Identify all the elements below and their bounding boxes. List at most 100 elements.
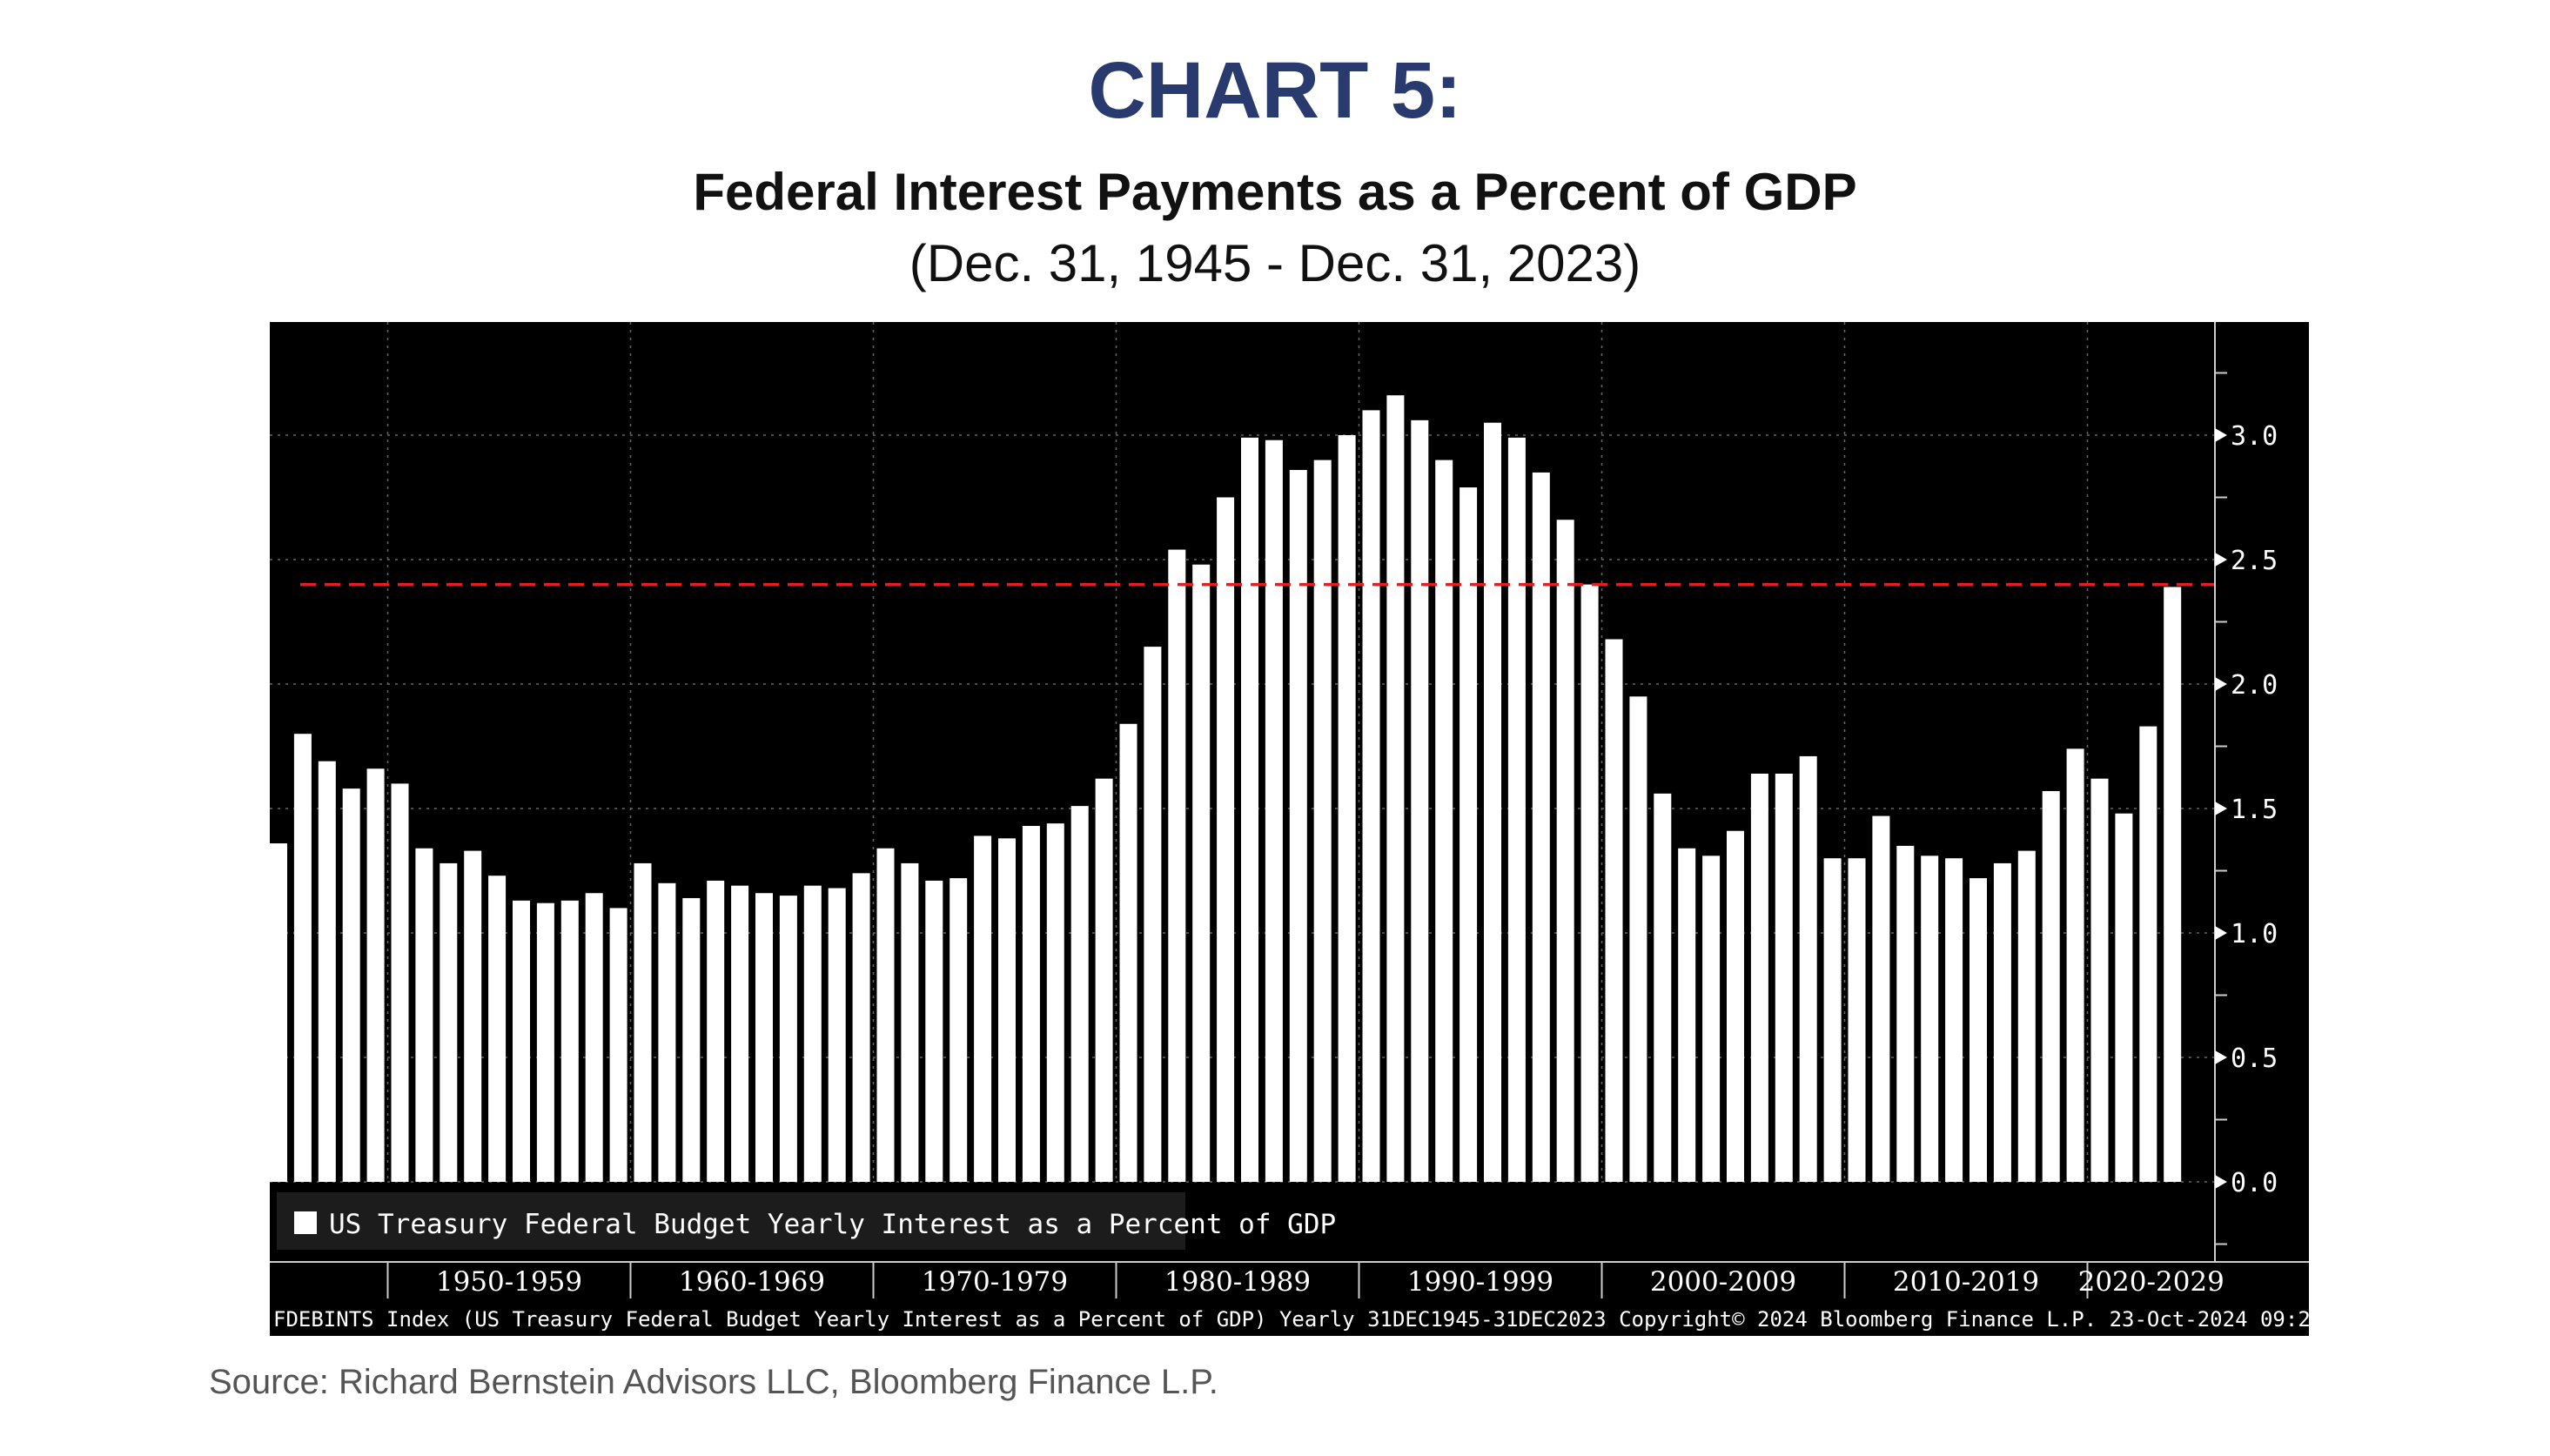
legend-label: US Treasury Federal Budget Yearly Intere… [329, 1209, 1336, 1240]
x-tick-label: 1960-1969 [679, 1266, 825, 1298]
chart-footer: FDEBINTS Index (US Treasury Federal Budg… [273, 1307, 2361, 1332]
bar-1952 [440, 862, 458, 1182]
bar-1997 [1532, 472, 1550, 1182]
bars [270, 395, 2182, 1183]
bar-2013 [1921, 855, 1939, 1182]
bar-2018 [2042, 790, 2060, 1182]
bar-1948 [342, 788, 360, 1182]
y-tick-label: 3.0 [2231, 421, 2278, 452]
bar-1982 [1168, 549, 1186, 1182]
x-tick-label: 1980-1989 [1164, 1266, 1311, 1298]
bar-1993 [1435, 460, 1453, 1182]
y-tick-marker [2215, 1050, 2227, 1064]
bar-2010 [1848, 858, 1866, 1182]
bar-2003 [1678, 848, 1696, 1182]
bar-1989 [1338, 435, 1356, 1182]
bar-2022 [2139, 726, 2157, 1182]
bar-2000 [1605, 639, 1623, 1182]
bar-2008 [1799, 755, 1817, 1182]
bar-2001 [1629, 696, 1647, 1182]
legend: US Treasury Federal Budget Yearly Intere… [277, 1192, 1336, 1250]
bar-2009 [1823, 858, 1842, 1182]
bar-1976 [1022, 826, 1040, 1182]
bar-1991 [1386, 395, 1405, 1182]
bar-2006 [1750, 773, 1768, 1182]
bar-2023 [2164, 587, 2182, 1182]
bar-1990 [1362, 410, 1380, 1182]
legend-box [277, 1192, 1185, 1250]
bar-1945 [270, 843, 287, 1182]
bar-1994 [1460, 487, 1478, 1182]
bar-2020 [2090, 778, 2109, 1182]
bar-1955 [513, 900, 530, 1182]
bar-2016 [1993, 862, 2011, 1182]
bar-1972 [925, 880, 943, 1182]
y-tick-marker [2215, 1175, 2227, 1189]
bar-1959 [609, 908, 627, 1182]
y-tick-marker [2215, 926, 2227, 940]
bar-1962 [682, 897, 701, 1182]
bar-1961 [658, 882, 676, 1182]
x-tick-label: 1950-1959 [436, 1266, 582, 1298]
source-note: Source: Richard Bernstein Advisors LLC, … [209, 1363, 1218, 1401]
bar-1954 [488, 876, 507, 1182]
bar-1971 [901, 862, 919, 1182]
bar-1963 [707, 880, 725, 1182]
bar-1973 [950, 878, 968, 1182]
bar-1996 [1507, 437, 1526, 1182]
y-tick-marker [2215, 677, 2227, 691]
bar-1985 [1241, 437, 1258, 1182]
bar-1953 [464, 850, 482, 1182]
bar-2004 [1702, 855, 1721, 1182]
y-tick-label: 1.0 [2231, 919, 2278, 949]
x-tick-label: 1970-1979 [922, 1266, 1068, 1298]
bar-1966 [779, 896, 797, 1182]
y-tick-marker [2215, 553, 2227, 567]
bar-1981 [1144, 647, 1162, 1182]
y-tick-label: 2.5 [2231, 546, 2278, 576]
bar-1998 [1556, 520, 1574, 1182]
bar-1974 [974, 835, 992, 1182]
bar-1970 [876, 848, 895, 1182]
bar-2017 [2017, 850, 2036, 1182]
bar-2015 [1970, 878, 1987, 1182]
bar-1987 [1289, 470, 1307, 1182]
y-tick-marker [2215, 428, 2227, 442]
legend-swatch [294, 1211, 317, 1234]
y-axis: 0.0 0.5 1.0 1.5 2.0 2.5 3.0 [2214, 322, 2278, 1262]
bar-1967 [803, 885, 822, 1182]
bar-1977 [1046, 823, 1064, 1182]
bar-2005 [1727, 830, 1744, 1182]
y-tick-label: 0.5 [2231, 1043, 2278, 1074]
bar-1957 [560, 900, 579, 1182]
y-tick-label: 1.5 [2231, 795, 2278, 825]
bar-1964 [731, 885, 749, 1182]
x-axis: 1950-1959 1960-1969 1970-1979 1980-1989 1990… [270, 1261, 2309, 1298]
bar-1999 [1580, 584, 1599, 1182]
bar-1992 [1411, 419, 1429, 1183]
bar-2002 [1654, 793, 1672, 1182]
bar-1983 [1192, 564, 1211, 1182]
chart-background [270, 322, 2309, 1336]
bar-1995 [1484, 422, 1501, 1182]
bar-1946 [293, 734, 312, 1182]
bar-2007 [1775, 773, 1793, 1182]
bar-1969 [852, 873, 870, 1182]
bar-2014 [1945, 858, 1963, 1182]
bar-1958 [585, 893, 603, 1182]
bar-1960 [634, 862, 652, 1182]
bar-1988 [1313, 460, 1332, 1182]
bar-1975 [998, 838, 1016, 1182]
chart-subtitle: (Dec. 31, 1945 - Dec. 31, 2023) [909, 234, 1641, 292]
bar-1949 [366, 768, 385, 1182]
bar-2019 [2066, 748, 2084, 1182]
bar-1980 [1119, 723, 1137, 1182]
bar-1965 [755, 893, 773, 1182]
bar-1947 [318, 761, 336, 1182]
y-tick-label: 2.0 [2231, 670, 2278, 701]
bar-2021 [2115, 813, 2133, 1182]
bar-1986 [1265, 439, 1283, 1183]
y-tick-label: 0.0 [2231, 1168, 2278, 1198]
